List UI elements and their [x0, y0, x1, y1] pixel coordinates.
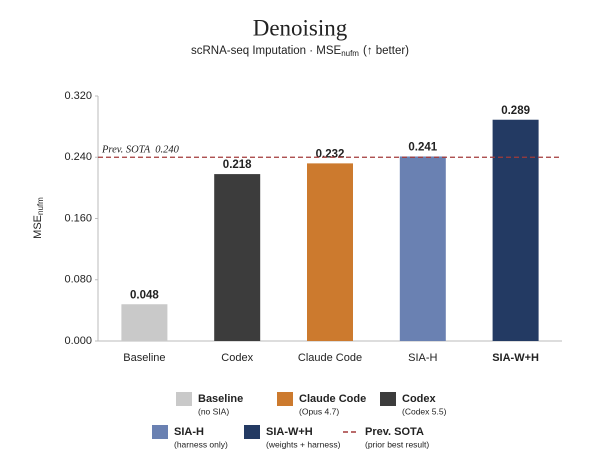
reference-label: Prev. SOTA 0.240	[101, 145, 180, 156]
legend-swatch	[244, 425, 260, 439]
bar	[307, 163, 353, 341]
chart-subtitle: scRNA-seq Imputation · MSEnufm (↑ better)	[191, 45, 409, 58]
legend-name: Prev. SOTA	[365, 426, 424, 438]
value-label: 0.232	[316, 148, 345, 160]
legend-name: SIA-H	[174, 426, 204, 438]
x-tick-label: Claude Code	[298, 352, 362, 364]
y-tick-label: 0.240	[64, 151, 92, 163]
x-tick-label: SIA-H	[408, 352, 437, 364]
bar	[214, 174, 261, 341]
reference-name: Prev. SOTA	[101, 145, 151, 156]
value-label: 0.048	[130, 289, 159, 301]
legend-name: Codex	[402, 393, 437, 405]
legend-note: (no SIA)	[198, 406, 229, 416]
y-label-subscript: nufm	[36, 197, 45, 215]
x-tick-label: Baseline	[123, 352, 165, 364]
subtitle-suffix: (↑ better)	[363, 45, 409, 57]
x-tick-label: SIA-W+H	[492, 352, 539, 364]
x-tick-label: Codex	[221, 352, 253, 364]
value-label: 0.241	[408, 142, 437, 154]
legend-name: Baseline	[198, 393, 243, 405]
reference-value: 0.240	[155, 145, 179, 156]
value-label: 0.218	[223, 159, 252, 171]
legend-swatch	[152, 425, 168, 439]
chart-title: Denoising	[253, 15, 348, 40]
y-tick-label: 0.000	[64, 335, 92, 347]
subtitle-subscript: nufm	[341, 49, 359, 58]
legend-name: SIA-W+H	[266, 426, 313, 438]
bar	[492, 119, 539, 341]
legend-note: (Codex 5.5)	[402, 406, 447, 416]
subtitle-text: scRNA-seq Imputation · MSE	[191, 45, 342, 57]
legend-note: (harness only)	[174, 439, 228, 449]
y-tick-label: 0.080	[64, 274, 92, 286]
legend-note: (weights + harness)	[266, 439, 341, 449]
legend-name: Claude Code	[299, 393, 366, 405]
legend-swatch	[380, 392, 396, 406]
y-axis-label: MSEnufm	[32, 197, 45, 239]
legend-note: (prior best result)	[365, 439, 429, 449]
legend-swatch	[176, 392, 192, 406]
bar	[121, 304, 168, 341]
y-label-text: MSE	[32, 215, 44, 239]
y-tick-label: 0.320	[64, 90, 92, 102]
bar	[399, 156, 446, 341]
legend-note: (Opus 4.7)	[299, 406, 339, 416]
value-label: 0.289	[501, 105, 530, 117]
legend-swatch	[277, 392, 293, 406]
y-tick-label: 0.160	[64, 212, 92, 224]
